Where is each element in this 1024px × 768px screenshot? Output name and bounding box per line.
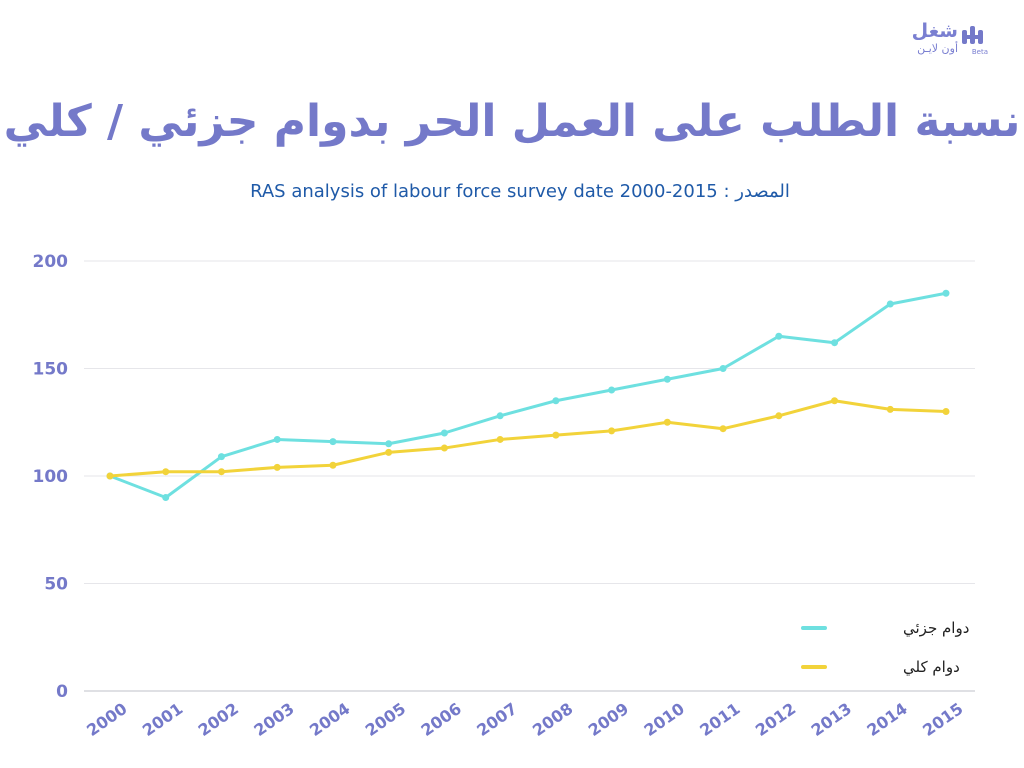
series-line-1 — [108, 291, 948, 499]
data-point-series-2-2014 — [886, 405, 894, 413]
data-point-series-2-2006 — [440, 444, 448, 452]
x-tick-label-2004: 2004 — [306, 699, 353, 740]
data-point-series-1-2009 — [608, 386, 616, 394]
data-point-series-2-2007 — [496, 435, 504, 443]
y-tick-label-50: 50 — [44, 575, 68, 595]
data-point-series-1-2001 — [162, 494, 170, 501]
data-point-series-1-2013 — [831, 339, 839, 347]
x-tick-label-2002: 2002 — [195, 699, 242, 740]
x-tick-label-2008: 2008 — [529, 699, 576, 740]
x-tick-label-2010: 2010 — [640, 699, 687, 740]
x-tick-label-2013: 2013 — [808, 699, 855, 740]
x-tick-label-2007: 2007 — [473, 699, 520, 740]
data-point-series-1-2011 — [719, 365, 727, 372]
x-tick-label-2001: 2001 — [139, 699, 186, 740]
y-tick-label-100: 100 — [33, 467, 69, 487]
x-tick-label-2012: 2012 — [752, 699, 799, 740]
x-tick-label-2003: 2003 — [250, 699, 297, 740]
data-point-series-2-2011 — [719, 425, 727, 433]
data-point-series-2-2004 — [329, 461, 337, 469]
data-point-series-2-2013 — [831, 397, 839, 405]
data-point-series-1-2014 — [886, 300, 894, 308]
data-point-series-1-2005 — [385, 440, 393, 448]
y-tick-label-200: 200 — [33, 252, 69, 272]
brand-mark-icon — [962, 26, 983, 44]
x-tick-label-2005: 2005 — [362, 699, 409, 740]
data-point-series-2-2015 — [942, 408, 950, 415]
data-point-series-2-2002 — [217, 468, 225, 476]
x-tick-label-2006: 2006 — [418, 699, 465, 740]
data-point-series-2-2010 — [663, 418, 671, 426]
x-tick-label-2000: 2000 — [83, 699, 130, 740]
series-line-2 — [108, 399, 948, 478]
data-point-series-1-2006 — [440, 429, 448, 437]
data-point-series-2-2012 — [775, 412, 783, 420]
brand-logo: شغل أون لايـن Beta — [890, 18, 990, 58]
chart-title: نسبة الطلب على العمل الحر بدوام جزئي / ك… — [3, 96, 1021, 147]
data-point-series-1-2002 — [217, 453, 225, 461]
data-point-series-1-2008 — [552, 397, 560, 405]
brand-beta-tag: Beta — [971, 48, 988, 56]
brand-name: شغل — [911, 20, 958, 42]
data-point-series-1-2003 — [273, 435, 281, 443]
legend-label-1: دوام جزئي — [903, 619, 969, 638]
y-tick-label-150: 150 — [33, 360, 69, 380]
data-point-series-2-2003 — [273, 463, 281, 471]
data-point-series-1-2015 — [942, 289, 950, 297]
data-point-series-2-2009 — [608, 427, 616, 435]
data-point-series-1-2007 — [496, 412, 504, 420]
data-point-series-2-2000 — [106, 472, 114, 480]
legend-label-2: دوام كلي — [903, 658, 960, 677]
x-tick-label-2011: 2011 — [696, 699, 743, 740]
data-point-series-2-2005 — [385, 448, 393, 456]
data-point-series-2-2008 — [552, 431, 560, 439]
chart-subtitle: RAS analysis of labour force survey date… — [250, 181, 790, 202]
x-tick-label-2009: 2009 — [585, 699, 632, 740]
data-point-series-1-2012 — [775, 332, 783, 340]
data-point-series-1-2010 — [663, 375, 671, 383]
data-point-series-1-2004 — [329, 438, 337, 446]
brand-subtitle: أون لايـن — [917, 42, 958, 55]
data-point-series-2-2001 — [162, 468, 170, 476]
x-tick-label-2015: 2015 — [919, 699, 966, 740]
y-tick-label-0: 0 — [56, 682, 68, 702]
x-tick-label-2014: 2014 — [863, 699, 910, 740]
